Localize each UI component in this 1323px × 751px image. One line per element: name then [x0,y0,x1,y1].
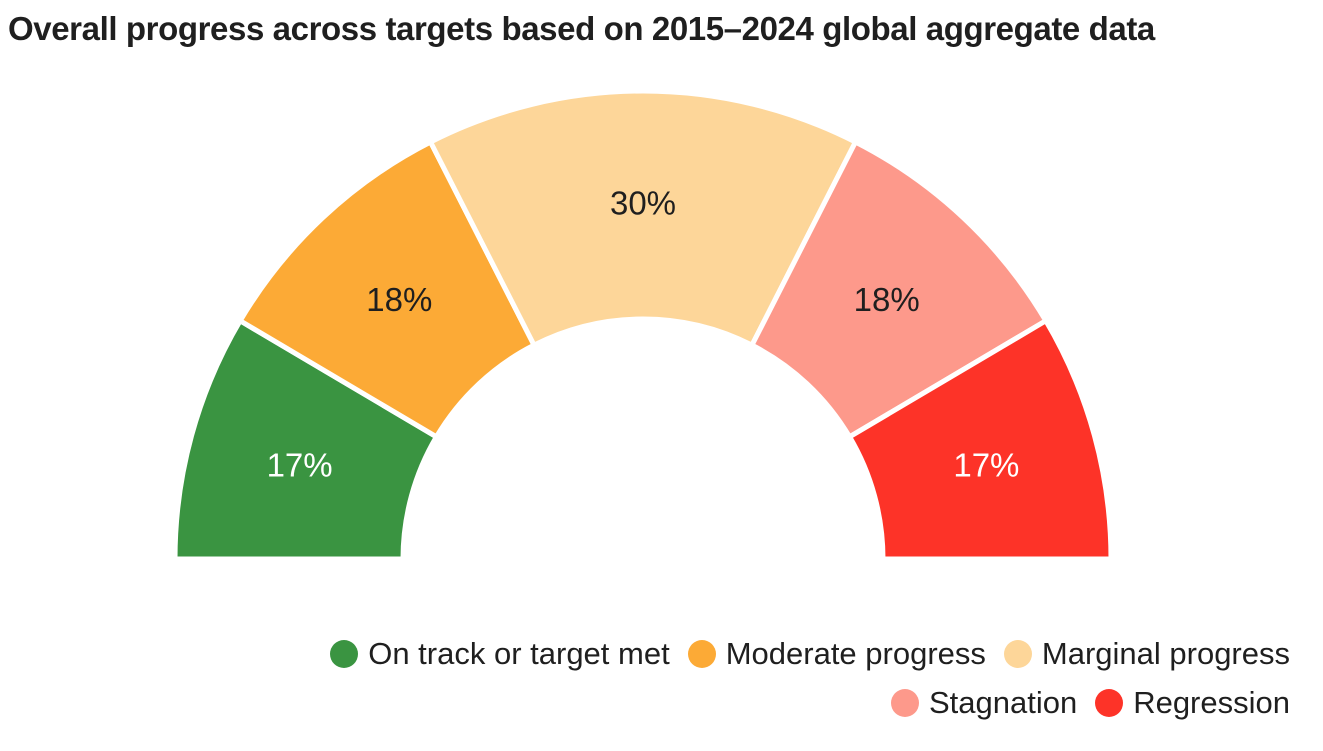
legend-label: On track or target met [368,636,670,671]
legend-label: Stagnation [928,685,1078,720]
legend: On track or target met Moderate progress… [190,636,1290,721]
legend-row: Stagnation Regression [890,685,1290,721]
legend-row: On track or target met Moderate progress… [330,636,1290,672]
legend-item-on-track: On track or target met [330,636,670,672]
legend-swatch-regression [1095,689,1124,717]
legend-item-stagnation: Stagnation [890,685,1078,721]
slice-regression [846,317,1114,562]
legend-swatch-marginal [1003,640,1032,668]
chart-title: Overall progress across targets based on… [8,10,1155,47]
legend-swatch-on-track [330,640,359,668]
slice-value-label: 18% [366,281,432,318]
legend-swatch-stagnation [890,689,919,717]
legend-label: Marginal progress [1041,636,1290,671]
legend-label: Moderate progress [725,636,986,671]
legend-label: Regression [1133,685,1290,720]
gauge-chart: 17% 18% 30% 18% 17% [175,88,1114,562]
slice-marginal [427,88,859,349]
slice-value-label: 17% [267,447,333,484]
legend-item-regression: Regression [1095,685,1290,721]
legend-swatch-moderate [687,640,716,668]
slice-value-label: 18% [854,281,920,318]
legend-item-moderate: Moderate progress [687,636,986,672]
slice-value-label: 30% [610,185,676,222]
legend-item-marginal: Marginal progress [1003,636,1290,672]
slice-value-label: 17% [953,447,1019,484]
